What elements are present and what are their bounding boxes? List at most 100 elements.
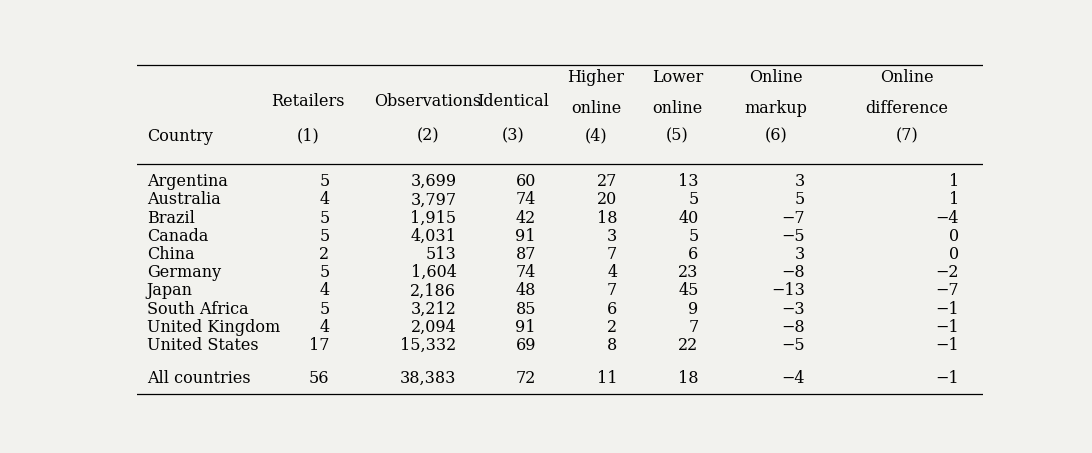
Text: Brazil: Brazil bbox=[146, 210, 194, 226]
Text: −4: −4 bbox=[936, 210, 959, 226]
Text: 2: 2 bbox=[607, 319, 617, 336]
Text: (6): (6) bbox=[764, 128, 787, 145]
Text: 18: 18 bbox=[678, 370, 699, 386]
Text: (5): (5) bbox=[666, 128, 689, 145]
Text: −7: −7 bbox=[936, 283, 959, 299]
Text: −5: −5 bbox=[782, 228, 805, 245]
Text: South Africa: South Africa bbox=[146, 301, 248, 318]
Text: difference: difference bbox=[865, 100, 948, 117]
Text: (1): (1) bbox=[297, 128, 320, 145]
Text: 1,604: 1,604 bbox=[411, 264, 456, 281]
Text: All countries: All countries bbox=[146, 370, 250, 386]
Text: −1: −1 bbox=[936, 319, 959, 336]
Text: 6: 6 bbox=[607, 301, 617, 318]
Text: 72: 72 bbox=[515, 370, 536, 386]
Text: 17: 17 bbox=[309, 337, 330, 354]
Text: Observations: Observations bbox=[375, 93, 482, 110]
Text: −8: −8 bbox=[782, 264, 805, 281]
Text: 9: 9 bbox=[688, 301, 699, 318]
Text: 27: 27 bbox=[597, 173, 617, 190]
Text: Higher: Higher bbox=[568, 68, 625, 86]
Text: −1: −1 bbox=[936, 301, 959, 318]
Text: 85: 85 bbox=[515, 301, 536, 318]
Text: 87: 87 bbox=[515, 246, 536, 263]
Text: (7): (7) bbox=[895, 128, 918, 145]
Text: 1,915: 1,915 bbox=[411, 210, 456, 226]
Text: 5: 5 bbox=[319, 210, 330, 226]
Text: 5: 5 bbox=[795, 191, 805, 208]
Text: −1: −1 bbox=[936, 337, 959, 354]
Text: 2,094: 2,094 bbox=[411, 319, 456, 336]
Text: 3,212: 3,212 bbox=[411, 301, 456, 318]
Text: Country: Country bbox=[146, 128, 213, 145]
Text: United States: United States bbox=[146, 337, 259, 354]
Text: 56: 56 bbox=[309, 370, 330, 386]
Text: 4: 4 bbox=[607, 264, 617, 281]
Text: −3: −3 bbox=[782, 301, 805, 318]
Text: 5: 5 bbox=[319, 228, 330, 245]
Text: China: China bbox=[146, 246, 194, 263]
Text: 60: 60 bbox=[515, 173, 536, 190]
Text: online: online bbox=[571, 100, 621, 117]
Text: Online: Online bbox=[880, 68, 934, 86]
Text: 11: 11 bbox=[596, 370, 617, 386]
Text: 0: 0 bbox=[949, 246, 959, 263]
Text: Canada: Canada bbox=[146, 228, 209, 245]
Text: markup: markup bbox=[745, 100, 808, 117]
Text: Japan: Japan bbox=[146, 283, 192, 299]
Text: Australia: Australia bbox=[146, 191, 221, 208]
Text: online: online bbox=[652, 100, 702, 117]
Text: 5: 5 bbox=[319, 301, 330, 318]
Text: −7: −7 bbox=[782, 210, 805, 226]
Text: 74: 74 bbox=[515, 191, 536, 208]
Text: 0: 0 bbox=[949, 228, 959, 245]
Text: Germany: Germany bbox=[146, 264, 221, 281]
Text: (4): (4) bbox=[584, 128, 607, 145]
Text: 7: 7 bbox=[688, 319, 699, 336]
Text: 69: 69 bbox=[515, 337, 536, 354]
Text: 7: 7 bbox=[607, 283, 617, 299]
Text: 3,699: 3,699 bbox=[411, 173, 456, 190]
Text: 1: 1 bbox=[949, 173, 959, 190]
Text: 20: 20 bbox=[597, 191, 617, 208]
Text: 3: 3 bbox=[795, 173, 805, 190]
Text: Identical: Identical bbox=[477, 93, 549, 110]
Text: 13: 13 bbox=[678, 173, 699, 190]
Text: 42: 42 bbox=[515, 210, 536, 226]
Text: −8: −8 bbox=[782, 319, 805, 336]
Text: Retailers: Retailers bbox=[272, 93, 345, 110]
Text: −4: −4 bbox=[782, 370, 805, 386]
Text: 5: 5 bbox=[688, 191, 699, 208]
Text: 5: 5 bbox=[688, 228, 699, 245]
Text: Argentina: Argentina bbox=[146, 173, 227, 190]
Text: 38,383: 38,383 bbox=[400, 370, 456, 386]
Text: (2): (2) bbox=[416, 128, 439, 145]
Text: 15,332: 15,332 bbox=[400, 337, 456, 354]
Text: 4: 4 bbox=[319, 191, 330, 208]
Text: 8: 8 bbox=[607, 337, 617, 354]
Text: 4: 4 bbox=[319, 319, 330, 336]
Text: 48: 48 bbox=[515, 283, 536, 299]
Text: (3): (3) bbox=[501, 128, 524, 145]
Text: 23: 23 bbox=[678, 264, 699, 281]
Text: 45: 45 bbox=[678, 283, 699, 299]
Text: 2,186: 2,186 bbox=[411, 283, 456, 299]
Text: 513: 513 bbox=[426, 246, 456, 263]
Text: −13: −13 bbox=[771, 283, 805, 299]
Text: 91: 91 bbox=[515, 319, 536, 336]
Text: 7: 7 bbox=[607, 246, 617, 263]
Text: 91: 91 bbox=[515, 228, 536, 245]
Text: 1: 1 bbox=[949, 191, 959, 208]
Text: 22: 22 bbox=[678, 337, 699, 354]
Text: 5: 5 bbox=[319, 264, 330, 281]
Text: −1: −1 bbox=[936, 370, 959, 386]
Text: 4,031: 4,031 bbox=[411, 228, 456, 245]
Text: 3: 3 bbox=[795, 246, 805, 263]
Text: 3: 3 bbox=[607, 228, 617, 245]
Text: −5: −5 bbox=[782, 337, 805, 354]
Text: 6: 6 bbox=[688, 246, 699, 263]
Text: 40: 40 bbox=[678, 210, 699, 226]
Text: 3,797: 3,797 bbox=[411, 191, 456, 208]
Text: 18: 18 bbox=[596, 210, 617, 226]
Text: Lower: Lower bbox=[652, 68, 703, 86]
